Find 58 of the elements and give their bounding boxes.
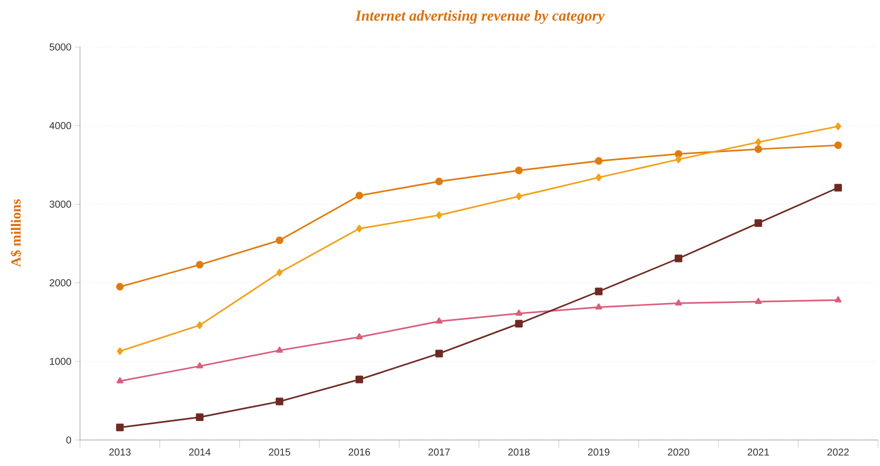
- point: [356, 333, 363, 340]
- point: [196, 260, 204, 269]
- point: [435, 350, 443, 358]
- point: [276, 236, 284, 244]
- point: [754, 298, 762, 304]
- x-tick-label: 2013: [109, 448, 131, 456]
- x-tick-label: 2019: [588, 448, 610, 456]
- y-tick-label: 3000: [50, 200, 72, 208]
- point: [116, 424, 124, 432]
- point: [674, 254, 682, 262]
- x-tick-label: 2018: [508, 448, 530, 456]
- y-tick-label: 4000: [49, 122, 72, 130]
- point: [196, 321, 203, 330]
- point: [356, 224, 362, 232]
- x-tick-label: 2022: [827, 448, 849, 456]
- point: [435, 178, 443, 186]
- x-tick-label: 2021: [748, 448, 769, 456]
- point: [594, 157, 603, 165]
- point: [754, 219, 762, 227]
- point: [436, 211, 442, 219]
- point: [834, 184, 842, 192]
- point: [515, 166, 523, 174]
- y-tick-label: 5000: [50, 43, 72, 51]
- point: [356, 192, 364, 200]
- x-tick-label: 2014: [189, 448, 211, 456]
- x-tick-label: 2016: [348, 448, 370, 456]
- chart-title: Internet advertising revenue by category: [355, 10, 605, 24]
- point: [755, 138, 762, 146]
- point: [276, 398, 284, 406]
- point: [675, 156, 682, 164]
- point: [436, 318, 443, 324]
- point: [276, 268, 283, 276]
- point: [356, 376, 364, 384]
- point: [516, 310, 522, 316]
- point: [595, 303, 602, 310]
- point: [834, 141, 842, 150]
- point: [675, 299, 682, 306]
- point: [196, 413, 204, 422]
- y-tick-label: 1000: [50, 358, 72, 365]
- point: [116, 347, 123, 355]
- x-tick-label: 2020: [668, 448, 690, 456]
- x-tick-label: 2015: [268, 448, 290, 456]
- point: [594, 288, 603, 296]
- point: [835, 122, 842, 130]
- point: [515, 320, 523, 328]
- point: [596, 174, 602, 182]
- y-axis-title: A$ millions: [10, 199, 22, 267]
- point: [276, 346, 283, 353]
- y-tick-label: 0: [66, 436, 72, 444]
- y-tick-label: 2000: [50, 279, 72, 286]
- point: [116, 282, 124, 291]
- point: [834, 296, 842, 302]
- point: [516, 192, 522, 200]
- x-tick-label: 2017: [428, 448, 450, 456]
- point: [754, 145, 762, 153]
- point: [674, 150, 682, 158]
- point: [196, 362, 204, 368]
- point: [116, 377, 124, 384]
